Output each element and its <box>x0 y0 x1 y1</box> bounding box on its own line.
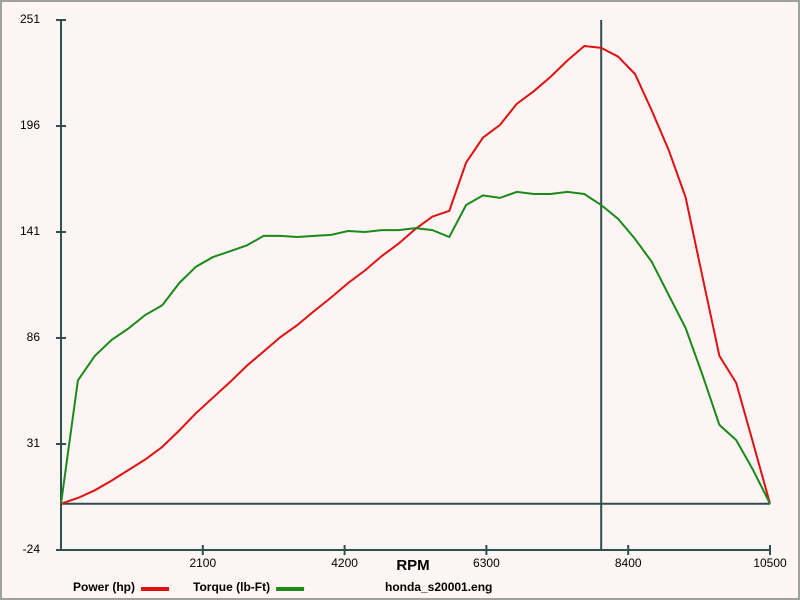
x-tick-label: 2100 <box>189 556 216 570</box>
legend-label: Power (hp) <box>73 580 135 594</box>
y-tick-label: 141 <box>20 224 40 238</box>
x-axis-label: RPM <box>396 557 429 574</box>
x-tick-label: 4200 <box>331 556 358 570</box>
x-tick-label: 6300 <box>473 556 500 570</box>
y-tick-label: 86 <box>27 330 41 344</box>
y-tick-label: -24 <box>23 542 41 556</box>
x-tick-label: 10500 <box>753 556 787 570</box>
series-line <box>60 190 771 505</box>
legend-label: Torque (lb-Ft) <box>193 580 270 594</box>
file-name: honda_s20001.eng <box>385 580 492 594</box>
y-tick-label: 31 <box>27 436 41 450</box>
x-tick-label: 8400 <box>615 556 642 570</box>
y-tick-label: 196 <box>20 118 40 132</box>
y-tick-label: 251 <box>20 12 40 26</box>
